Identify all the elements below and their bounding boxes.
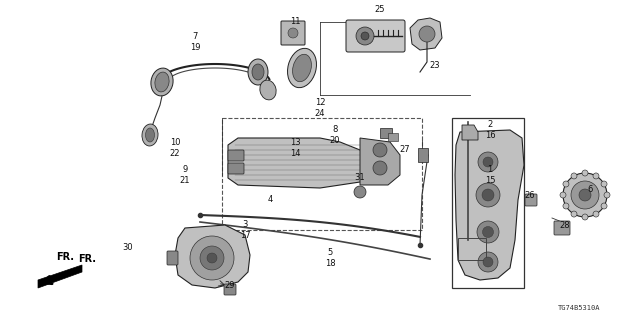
Circle shape bbox=[563, 181, 569, 187]
Circle shape bbox=[571, 211, 577, 217]
Bar bbox=[458, 238, 486, 260]
Polygon shape bbox=[462, 125, 478, 140]
Circle shape bbox=[560, 192, 566, 198]
Bar bbox=[418, 148, 428, 162]
Text: 12
24: 12 24 bbox=[315, 98, 325, 118]
Circle shape bbox=[373, 143, 387, 157]
Ellipse shape bbox=[248, 59, 268, 85]
Text: 31: 31 bbox=[355, 173, 365, 182]
Ellipse shape bbox=[155, 72, 169, 92]
Ellipse shape bbox=[151, 68, 173, 96]
Text: 11: 11 bbox=[290, 18, 300, 27]
Ellipse shape bbox=[145, 128, 154, 142]
FancyBboxPatch shape bbox=[346, 20, 405, 52]
Text: 5
18: 5 18 bbox=[324, 248, 335, 268]
Circle shape bbox=[582, 214, 588, 220]
Circle shape bbox=[593, 211, 599, 217]
Text: 10
22: 10 22 bbox=[170, 138, 180, 158]
Text: 3
17: 3 17 bbox=[240, 220, 250, 240]
FancyBboxPatch shape bbox=[525, 194, 537, 206]
Bar bbox=[388, 133, 398, 141]
Text: 4: 4 bbox=[268, 196, 273, 204]
Circle shape bbox=[571, 181, 599, 209]
FancyBboxPatch shape bbox=[167, 251, 178, 265]
Circle shape bbox=[563, 173, 607, 217]
Circle shape bbox=[477, 221, 499, 243]
Circle shape bbox=[582, 170, 588, 176]
Text: 28: 28 bbox=[560, 220, 570, 229]
Text: 2
16: 2 16 bbox=[484, 120, 495, 140]
Circle shape bbox=[483, 157, 493, 167]
Ellipse shape bbox=[287, 48, 316, 88]
Polygon shape bbox=[360, 138, 400, 185]
FancyBboxPatch shape bbox=[554, 221, 570, 235]
Circle shape bbox=[601, 203, 607, 209]
Circle shape bbox=[483, 257, 493, 267]
Text: 7
19: 7 19 bbox=[189, 32, 200, 52]
Text: FR.: FR. bbox=[78, 254, 96, 264]
Ellipse shape bbox=[292, 54, 312, 82]
Circle shape bbox=[190, 236, 234, 280]
Text: 1
15: 1 15 bbox=[484, 165, 495, 185]
Circle shape bbox=[593, 173, 599, 179]
Ellipse shape bbox=[142, 124, 158, 146]
Circle shape bbox=[356, 27, 374, 45]
Text: 30: 30 bbox=[123, 244, 133, 252]
Polygon shape bbox=[455, 130, 524, 280]
Text: 27: 27 bbox=[400, 146, 410, 155]
FancyBboxPatch shape bbox=[224, 284, 236, 295]
Circle shape bbox=[579, 189, 591, 201]
Circle shape bbox=[483, 227, 493, 237]
Text: 29: 29 bbox=[225, 281, 236, 290]
Circle shape bbox=[478, 252, 498, 272]
Ellipse shape bbox=[252, 64, 264, 80]
Bar bbox=[222, 118, 422, 230]
Circle shape bbox=[207, 253, 217, 263]
Text: 6: 6 bbox=[588, 186, 593, 195]
Circle shape bbox=[563, 203, 569, 209]
Text: 8
20: 8 20 bbox=[330, 125, 340, 145]
FancyBboxPatch shape bbox=[228, 163, 244, 174]
Circle shape bbox=[482, 189, 494, 201]
Text: TG74B5310A: TG74B5310A bbox=[557, 305, 600, 311]
Circle shape bbox=[571, 173, 577, 179]
Circle shape bbox=[361, 32, 369, 40]
Polygon shape bbox=[228, 138, 375, 188]
Bar bbox=[452, 118, 524, 288]
Polygon shape bbox=[175, 225, 250, 288]
FancyBboxPatch shape bbox=[281, 21, 305, 45]
FancyBboxPatch shape bbox=[228, 150, 244, 161]
Text: 25: 25 bbox=[375, 5, 385, 14]
Ellipse shape bbox=[260, 80, 276, 100]
Polygon shape bbox=[410, 18, 442, 50]
Text: 23: 23 bbox=[429, 60, 440, 69]
Circle shape bbox=[476, 183, 500, 207]
Text: 9
21: 9 21 bbox=[180, 165, 190, 185]
Polygon shape bbox=[38, 265, 82, 288]
Circle shape bbox=[288, 28, 298, 38]
Circle shape bbox=[200, 246, 224, 270]
Circle shape bbox=[373, 161, 387, 175]
Circle shape bbox=[604, 192, 610, 198]
Bar bbox=[380, 128, 392, 138]
Text: 26: 26 bbox=[525, 190, 535, 199]
Text: 13
14: 13 14 bbox=[290, 138, 300, 158]
Circle shape bbox=[478, 152, 498, 172]
Circle shape bbox=[354, 186, 366, 198]
Text: FR.: FR. bbox=[56, 252, 74, 262]
Circle shape bbox=[419, 26, 435, 42]
Circle shape bbox=[601, 181, 607, 187]
